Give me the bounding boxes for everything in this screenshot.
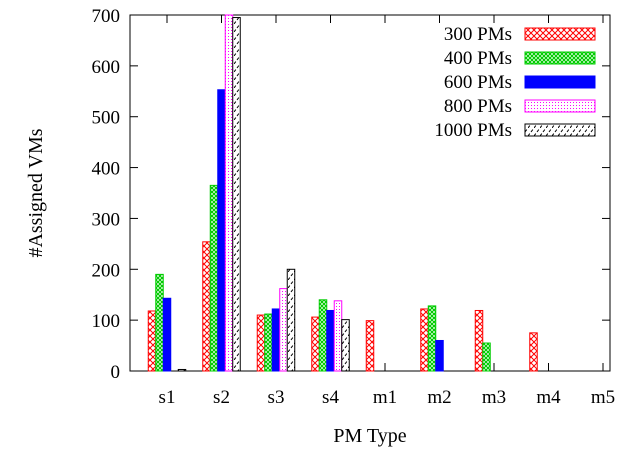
legend-label: 600 PMs xyxy=(444,72,512,93)
legend-swatch xyxy=(524,27,596,41)
legend-label: 400 PMs xyxy=(444,48,512,69)
legend-swatch xyxy=(524,51,596,65)
x-tick-label-m1: m1 xyxy=(373,387,397,408)
bar-1000-pms-s4 xyxy=(341,319,350,372)
y-tick-label: 100 xyxy=(92,311,121,332)
x-tick-label-m5: m5 xyxy=(591,387,615,408)
legend-label: 1000 PMs xyxy=(434,120,512,141)
bar-600-pms-s2 xyxy=(217,89,226,372)
x-tick-label-s3: s3 xyxy=(268,387,285,408)
y-axis-title: #Assigned VMs xyxy=(25,128,47,257)
bar-300-pms-s2 xyxy=(202,241,211,372)
x-axis: s1 s2 s3 s4 m1 m2 m3 m4 m5 xyxy=(159,15,615,408)
legend-swatch xyxy=(524,75,596,89)
bar-400-pms-m3 xyxy=(482,342,491,372)
y-axis: 0 100 200 300 400 500 600 700 xyxy=(92,6,610,383)
legend-swatch xyxy=(524,123,596,137)
x-tick-label-m4: m4 xyxy=(536,387,561,408)
bar-400-pms-s3 xyxy=(264,313,273,372)
bar-300-pms-m2 xyxy=(420,308,429,372)
x-tick-label-s2: s2 xyxy=(213,387,230,408)
x-tick-label-m2: m2 xyxy=(427,387,451,408)
bar-300-pms-m4 xyxy=(529,332,538,372)
bar-300-pms-s4 xyxy=(311,316,320,372)
bar-series-group xyxy=(147,14,538,372)
y-tick-label: 300 xyxy=(92,209,121,230)
bar-800-pms-s2 xyxy=(224,14,234,372)
x-tick-label-m3: m3 xyxy=(482,387,506,408)
legend-label: 800 PMs xyxy=(444,96,512,117)
bar-600-pms-s4 xyxy=(326,309,335,372)
legend-label: 300 PMs xyxy=(444,24,512,45)
y-tick-label: 700 xyxy=(92,6,121,27)
x-tick-label-s4: s4 xyxy=(322,387,339,408)
bar-800-pms-s3 xyxy=(279,288,288,372)
y-tick-label: 200 xyxy=(92,260,121,281)
plot-frame xyxy=(129,14,611,372)
y-tick-label: 500 xyxy=(92,108,121,129)
bar-400-pms-s4 xyxy=(318,299,328,372)
bar-600-pms-s1 xyxy=(162,297,172,372)
y-tick-label: 0 xyxy=(111,362,121,383)
bar-1000-pms-s3 xyxy=(286,268,296,372)
bar-600-pms-s3 xyxy=(271,308,281,372)
bar-300-pms-s3 xyxy=(256,314,266,372)
bar-400-pms-s2 xyxy=(209,184,219,372)
y-tick-label: 400 xyxy=(92,159,121,180)
legend-swatch xyxy=(524,99,596,113)
bar-400-pms-m2 xyxy=(427,305,437,372)
bar-300-pms-s1 xyxy=(147,310,157,372)
bar-600-pms-m2 xyxy=(435,339,444,372)
bar-1000-pms-s1 xyxy=(177,368,187,372)
bar-400-pms-s1 xyxy=(155,273,164,372)
bar-300-pms-m1 xyxy=(365,320,375,372)
bar-300-pms-m3 xyxy=(474,309,484,372)
x-axis-title: PM Type xyxy=(333,425,406,447)
legend: 300 PMs 400 PMs 600 PMs 800 PMs 1000 PMs xyxy=(434,24,596,141)
bar-1000-pms-s2 xyxy=(232,17,241,372)
bar-800-pms-s4 xyxy=(333,300,343,372)
y-tick-label: 600 xyxy=(92,57,121,78)
x-tick-label-s1: s1 xyxy=(159,387,176,408)
